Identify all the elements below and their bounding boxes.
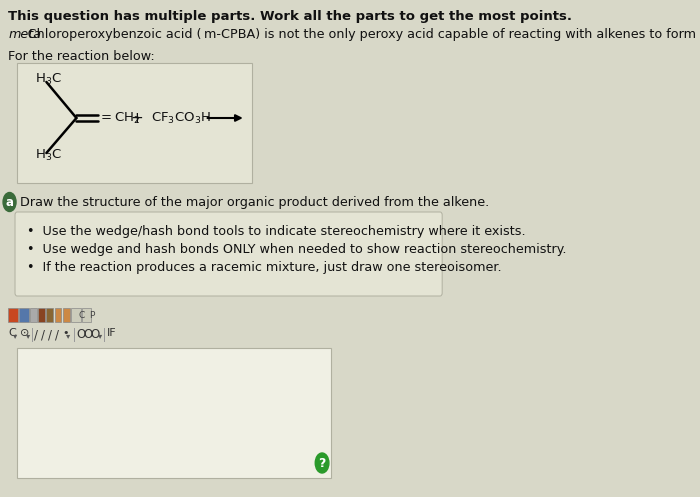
Text: O: O bbox=[83, 328, 92, 341]
Circle shape bbox=[3, 192, 16, 212]
Text: IF: IF bbox=[107, 328, 117, 338]
Text: Draw the structure of the major organic product derived from the alkene.: Draw the structure of the major organic … bbox=[20, 195, 490, 209]
Text: O: O bbox=[90, 328, 99, 341]
Text: /: / bbox=[41, 328, 45, 341]
Bar bbox=[17, 63, 253, 183]
Bar bbox=[30, 308, 37, 322]
Bar bbox=[46, 308, 53, 322]
Text: meta: meta bbox=[8, 28, 41, 41]
Text: C: C bbox=[79, 311, 85, 320]
Bar bbox=[55, 308, 62, 322]
Bar bbox=[71, 308, 80, 322]
Bar bbox=[82, 308, 92, 322]
Circle shape bbox=[315, 453, 329, 473]
Text: ▾: ▾ bbox=[26, 331, 30, 340]
Bar bbox=[8, 308, 18, 322]
Text: C: C bbox=[8, 328, 16, 338]
FancyBboxPatch shape bbox=[15, 212, 442, 296]
Text: $\mathregular{H_3C}$: $\mathregular{H_3C}$ bbox=[36, 148, 62, 163]
Bar bbox=[63, 308, 69, 322]
Text: P: P bbox=[89, 311, 94, 320]
Text: +: + bbox=[130, 110, 143, 126]
Text: •: • bbox=[63, 328, 69, 338]
Text: a: a bbox=[6, 195, 13, 209]
Text: ▾: ▾ bbox=[97, 331, 102, 340]
Text: ▾: ▾ bbox=[66, 331, 71, 340]
Text: $\mathregular{CF_3CO_3H}$: $\mathregular{CF_3CO_3H}$ bbox=[151, 110, 211, 126]
Text: •  Use the wedge/hash bond tools to indicate stereochemistry where it exists.: • Use the wedge/hash bond tools to indic… bbox=[27, 225, 526, 238]
Text: /: / bbox=[48, 328, 52, 341]
Text: For the reaction below:: For the reaction below: bbox=[8, 50, 155, 63]
Bar bbox=[17, 348, 331, 478]
Text: •  If the reaction produces a racemic mixture, just draw one stereoisomer.: • If the reaction produces a racemic mix… bbox=[27, 261, 502, 274]
Text: ⊙: ⊙ bbox=[20, 328, 30, 338]
Text: /: / bbox=[55, 328, 59, 341]
Text: •  Use wedge and hash bonds ONLY when needed to show reaction stereochemistry.: • Use wedge and hash bonds ONLY when nee… bbox=[27, 243, 567, 256]
Bar bbox=[19, 308, 29, 322]
Text: $\mathregular{H_3C}$: $\mathregular{H_3C}$ bbox=[36, 72, 62, 87]
Text: ▾: ▾ bbox=[13, 331, 18, 340]
Text: $\mathregular{=CH_2}$: $\mathregular{=CH_2}$ bbox=[98, 110, 141, 126]
Text: /: / bbox=[34, 328, 38, 341]
Text: This question has multiple parts. Work all the parts to get the most points.: This question has multiple parts. Work a… bbox=[8, 10, 572, 23]
Text: O: O bbox=[76, 328, 85, 341]
Text: ?: ? bbox=[318, 457, 326, 470]
Bar bbox=[38, 308, 45, 322]
Text: -Chloroperoxybenzoic acid ( m-CPBA) is not the only peroxy acid capable of react: -Chloroperoxybenzoic acid ( m-CPBA) is n… bbox=[23, 28, 700, 41]
